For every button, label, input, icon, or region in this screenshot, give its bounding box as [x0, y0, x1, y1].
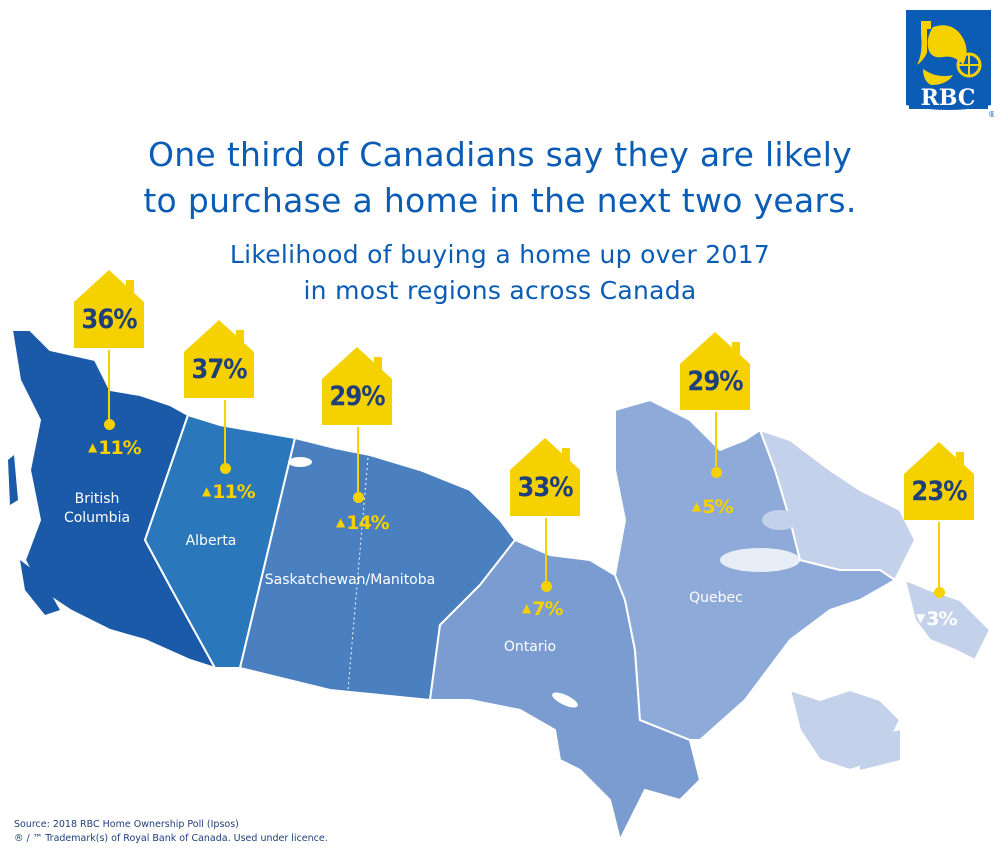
change-bc: ▲ 11%	[88, 437, 142, 459]
dot-qc	[711, 467, 722, 478]
label-at: Atlantic	[869, 654, 923, 670]
likelihood-qc: 29%	[687, 366, 743, 397]
stem-ab	[224, 400, 226, 468]
stem-on	[545, 518, 547, 586]
change-sm: ▲ 14%	[336, 512, 390, 534]
dot-ab	[220, 463, 231, 474]
source-note: Source: 2018 RBC Home Ownership Poll (Ip…	[14, 819, 239, 830]
subhead-line-2: in most regions across Canada	[303, 276, 697, 305]
dot-on	[541, 581, 552, 592]
likelihood-at: 23%	[911, 476, 967, 507]
stem-at	[938, 522, 940, 592]
label-sm: Saskatchewan/Manitoba	[264, 572, 436, 588]
change-on: ▲ 7%	[522, 598, 564, 620]
likelihood-ab: 37%	[191, 354, 247, 385]
stem-sm	[357, 427, 359, 497]
likelihood-on: 33%	[517, 472, 573, 503]
likelihood-sm: 29%	[329, 381, 385, 412]
label-qc: Quebec	[689, 590, 743, 606]
dot-at	[934, 587, 945, 598]
change-at: ▼ 3%	[916, 608, 958, 630]
stem-qc	[715, 412, 717, 472]
dot-sm	[353, 492, 364, 503]
region-bc-shape	[10, 329, 218, 670]
house-marker-sm: 29%	[320, 345, 394, 427]
headline-line-1: One third of Canadians say they are like…	[147, 135, 853, 174]
headline-line-2: to purchase a home in the next two years…	[143, 181, 857, 220]
change-qc: ▲ 5%	[692, 496, 734, 518]
trademark-note: ® / ™ Trademark(s) of Royal Bank of Cana…	[14, 833, 328, 844]
house-marker-bc: 36%	[72, 268, 146, 350]
label-ab: Alberta	[185, 533, 237, 549]
stem-bc	[108, 350, 110, 424]
label-on: Ontario	[503, 639, 557, 655]
house-marker-at: 23%	[902, 440, 976, 522]
house-marker-ab: 37%	[182, 318, 256, 400]
label-bc: British Columbia	[63, 491, 131, 526]
svg-text:®: ®	[988, 110, 994, 119]
dot-bc	[104, 419, 115, 430]
rbc-logo: RBC ®	[903, 7, 996, 120]
house-marker-qc: 29%	[678, 330, 752, 412]
change-ab: ▲ 11%	[202, 481, 256, 503]
region-ab-shape	[143, 413, 297, 669]
logo-text: RBC	[921, 85, 976, 111]
likelihood-bc: 36%	[81, 304, 137, 335]
house-marker-on: 33%	[508, 436, 582, 518]
subhead-line-1: Likelihood of buying a home up over 2017	[229, 240, 771, 269]
